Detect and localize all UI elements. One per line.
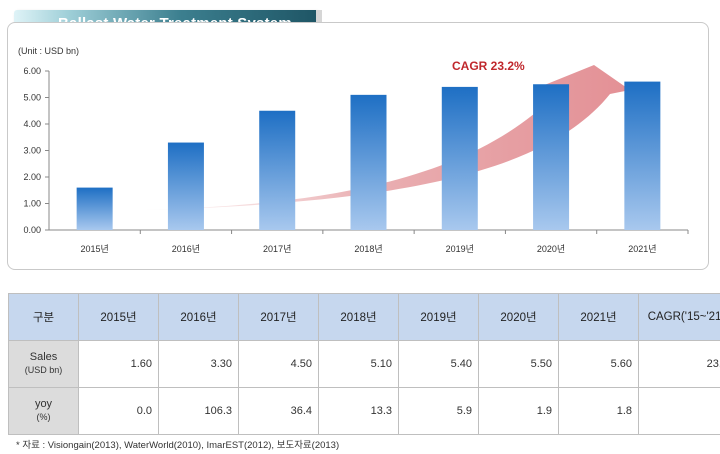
table-cell: 5.50 <box>478 340 559 388</box>
y-tick-label: 1.00 <box>23 199 41 209</box>
table-cell: 106.3 <box>158 387 239 435</box>
x-tick-label: 2019년 <box>446 244 474 254</box>
table-cell: 5.9 <box>398 387 479 435</box>
row-label-unit: (%) <box>36 412 51 422</box>
y-tick-label: 6.00 <box>23 66 41 76</box>
table-header-cell: CAGR('15~'21) <box>638 293 720 341</box>
row-label: yoy (%) <box>8 387 79 435</box>
row-label-text: yoy <box>34 398 53 410</box>
x-tick-label: 2015년 <box>80 244 108 254</box>
table-cell: - <box>638 387 720 435</box>
table-cell: 5.40 <box>398 340 479 388</box>
table-cell: 4.50 <box>238 340 319 388</box>
bar <box>76 187 113 230</box>
table-cell: 1.9 <box>478 387 559 435</box>
table-cell: 1.60 <box>78 340 159 388</box>
row-label-unit: (USD bn) <box>24 365 63 375</box>
table-cell: 5.60 <box>558 340 639 388</box>
x-tick-label: 2016년 <box>172 244 200 254</box>
bar <box>533 84 570 230</box>
table-cell: 5.10 <box>318 340 399 388</box>
bar <box>259 110 296 230</box>
x-tick-label: 2018년 <box>354 244 382 254</box>
table-cell: 23.2 <box>638 340 720 388</box>
table-header-cell: 2015년 <box>78 293 159 341</box>
table-header-cell: 2021년 <box>558 293 639 341</box>
y-tick-label: 3.00 <box>23 146 41 156</box>
x-tick-label: 2020년 <box>537 244 565 254</box>
growth-arrow <box>145 65 630 210</box>
table-header-cell: 2020년 <box>478 293 559 341</box>
table-cell: 3.30 <box>158 340 239 388</box>
table-header-cell: 2018년 <box>318 293 399 341</box>
table-cell: 36.4 <box>238 387 319 435</box>
bar <box>350 94 387 230</box>
table-row: Sales (USD bn) 1.60 3.30 4.50 5.10 5.40 5.50 5.6… <box>8 340 720 388</box>
table-header-cell: 2016년 <box>158 293 239 341</box>
table-header-category: 구분 <box>8 293 79 341</box>
bar-chart: (Unit : USD bn) CAGR 23.2% 0.00 1.00 2.00 3… <box>18 46 689 254</box>
y-tick-label: 2.00 <box>23 172 41 182</box>
unit-label: (Unit : USD bn) <box>18 46 79 56</box>
row-label-text: Sales <box>29 351 58 363</box>
data-table: 구분 2015년 2016년 2017년 2018년 2019년 2020년 2021년 CAG… <box>8 293 720 435</box>
bar <box>624 81 661 230</box>
cagr-annotation: CAGR 23.2% <box>452 59 525 73</box>
x-tick-label: 2021년 <box>628 244 656 254</box>
table-header-row: 구분 2015년 2016년 2017년 2018년 2019년 2020년 2021년 CAG… <box>8 293 720 341</box>
row-label: Sales (USD bn) <box>8 340 79 388</box>
x-tick-label: 2017년 <box>263 244 291 254</box>
table-cell: 0.0 <box>78 387 159 435</box>
bar <box>441 86 478 231</box>
y-tick-label: 4.00 <box>23 119 41 129</box>
y-tick-label: 0.00 <box>23 225 41 235</box>
table-header-cell: 2019년 <box>398 293 479 341</box>
bar <box>167 142 204 230</box>
table-cell: 13.3 <box>318 387 399 435</box>
source-note: * 자료 : Visiongain(2013), WaterWorld(2010… <box>16 440 340 451</box>
y-tick-label: 5.00 <box>23 93 41 103</box>
table-header-cell: 2017년 <box>238 293 319 341</box>
table-cell: 1.8 <box>558 387 639 435</box>
